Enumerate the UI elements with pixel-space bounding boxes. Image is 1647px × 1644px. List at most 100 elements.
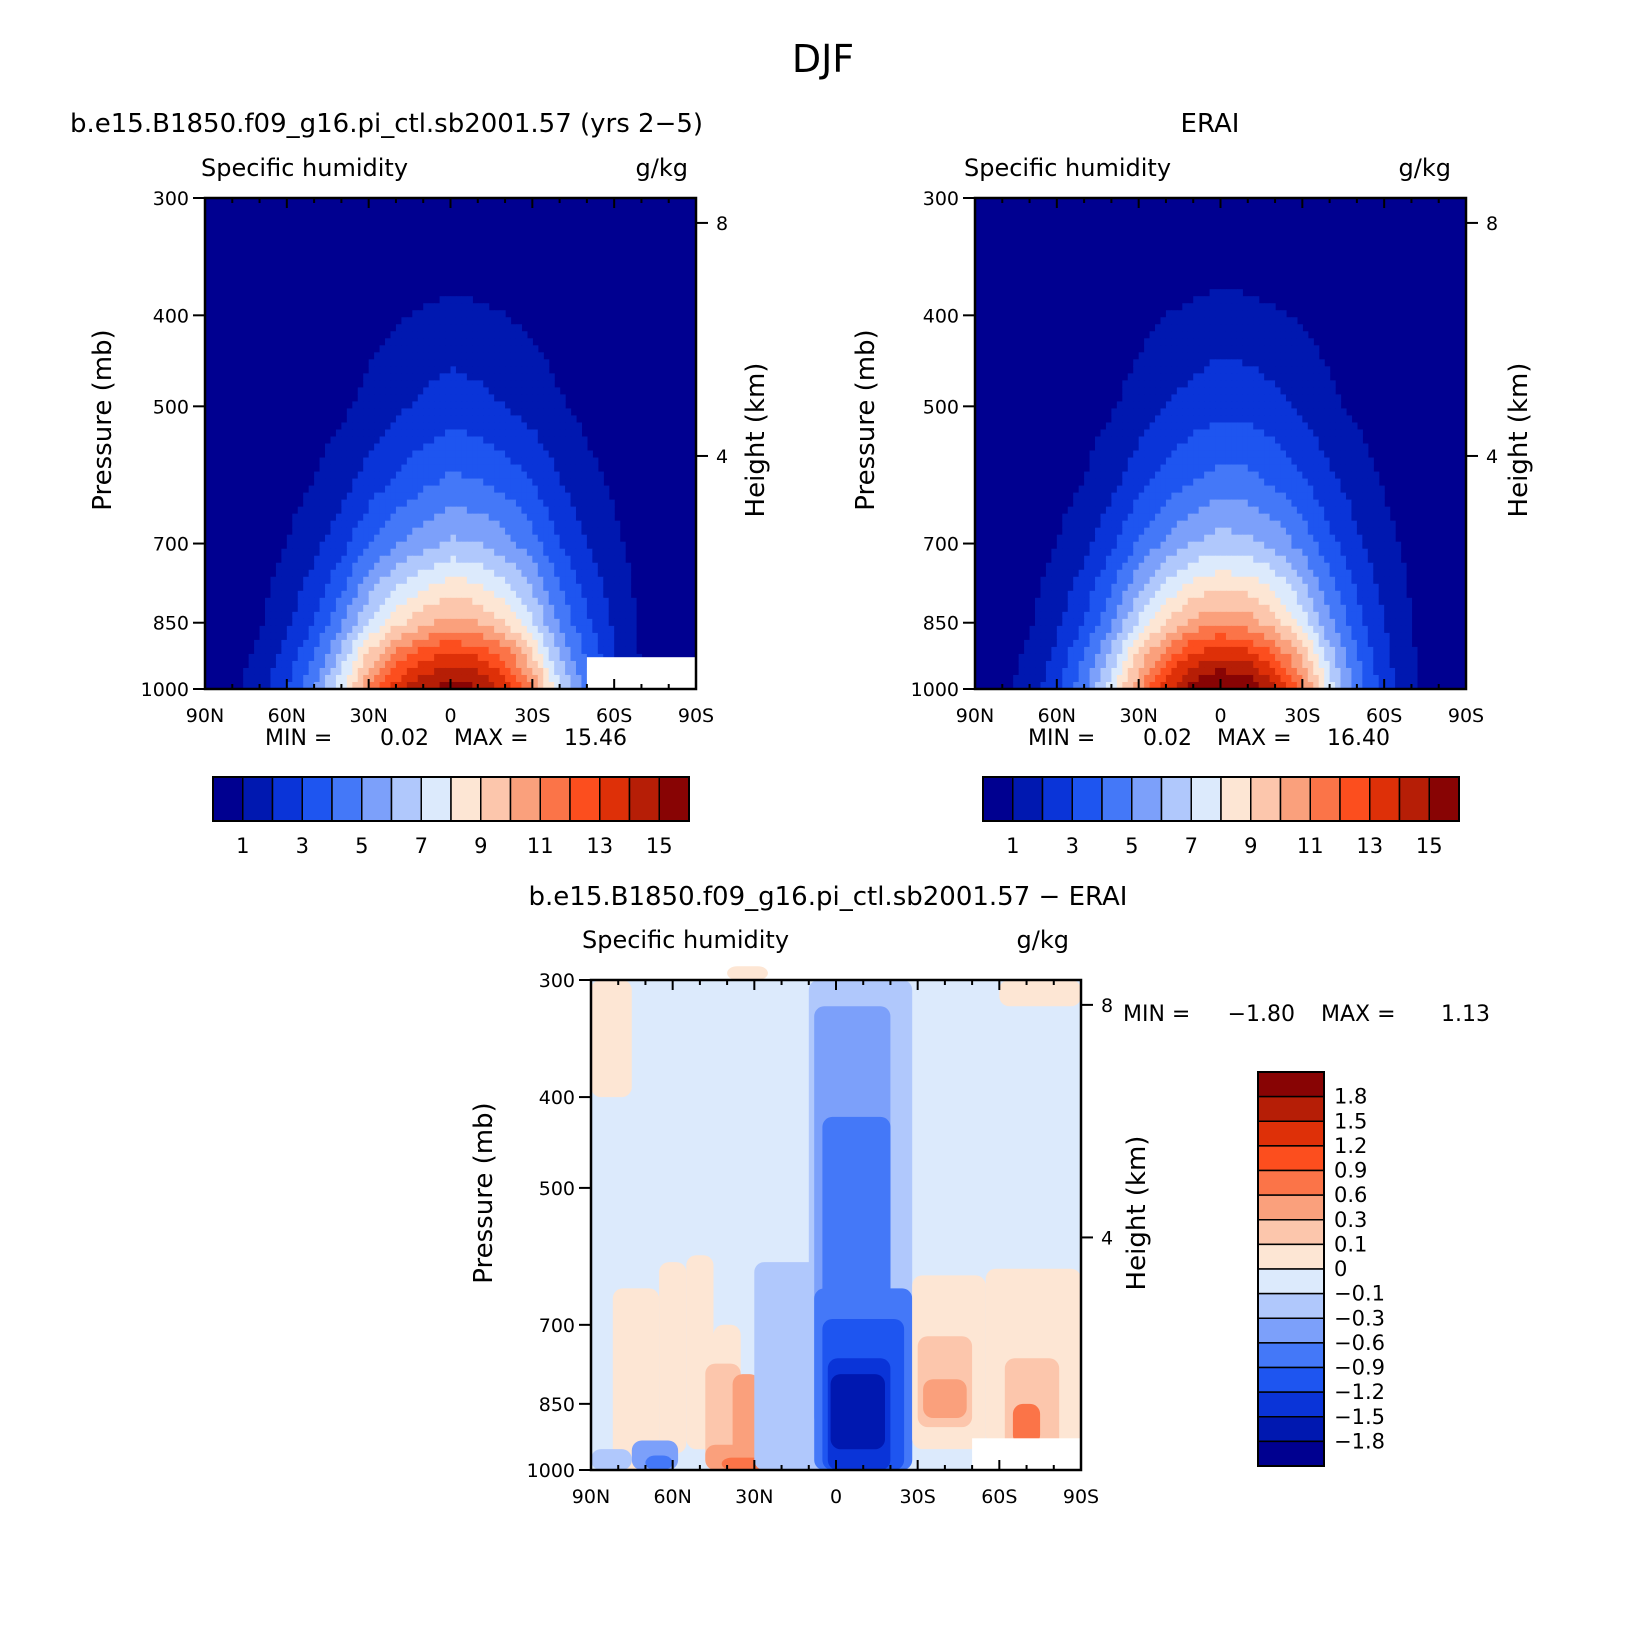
field-cell [466, 597, 473, 606]
field-cell [434, 485, 441, 494]
field-cell [461, 541, 468, 550]
field-cell [1335, 555, 1342, 564]
field-cell [532, 639, 539, 648]
field-cell [1138, 436, 1145, 445]
field-cell [548, 373, 555, 381]
field-cell [374, 520, 381, 529]
field-cell [1220, 443, 1227, 452]
field-cell [1340, 513, 1347, 522]
field-cell [330, 597, 337, 606]
field-cell [1236, 380, 1243, 388]
field-cell [445, 513, 452, 522]
field-cell [445, 534, 452, 543]
field-cell [1187, 513, 1194, 522]
field-cell [303, 541, 310, 550]
field-cell [1084, 576, 1091, 585]
field-cell [434, 401, 441, 410]
field-cell [1160, 506, 1167, 515]
y-tick-label: 1000 [141, 679, 189, 701]
field-cell [1280, 345, 1287, 353]
field-cell [374, 653, 381, 662]
field-cell [532, 548, 539, 557]
field-cell [1089, 520, 1096, 529]
field-cell [466, 443, 473, 452]
field-cell [248, 681, 255, 690]
field-cell [1296, 331, 1303, 339]
field-cell [505, 366, 512, 374]
field-cell [1182, 331, 1189, 339]
field-cell [494, 674, 501, 683]
field-cell [390, 569, 397, 578]
field-cell [325, 450, 332, 459]
field-cell [1160, 520, 1167, 529]
field-cell [554, 457, 561, 466]
field-cell [319, 464, 326, 473]
field-cell [565, 520, 572, 529]
field-cell [510, 499, 517, 508]
field-cell [1296, 527, 1303, 536]
field-cell [385, 338, 392, 346]
field-cell [423, 576, 430, 585]
field-cell [1275, 583, 1282, 592]
field-cell [488, 527, 495, 536]
field-cell [1335, 436, 1342, 445]
field-cell [385, 576, 392, 585]
field-cell [510, 415, 517, 424]
field-cell [308, 576, 315, 585]
field-cell [1247, 338, 1254, 346]
field-cell [1236, 569, 1243, 578]
field-cell [1324, 373, 1331, 381]
field-cell [521, 373, 528, 381]
field-cell [505, 464, 512, 473]
field-cell [1138, 569, 1145, 578]
field-cell [586, 597, 593, 606]
field-cell [434, 653, 441, 662]
field-cell [406, 597, 413, 606]
field-cell [1111, 562, 1118, 571]
field-cell [1269, 534, 1276, 543]
field-cell [1291, 338, 1298, 346]
field-cell [450, 667, 457, 676]
field-cell [1340, 520, 1347, 529]
field-cell [1302, 492, 1309, 501]
field-cell [603, 618, 610, 627]
field-cell [505, 408, 512, 417]
field-cell [346, 632, 353, 641]
field-cell [537, 555, 544, 564]
field-cell [445, 618, 452, 627]
field-cell [357, 667, 364, 676]
field-cell [319, 674, 326, 683]
field-cell [1095, 562, 1102, 571]
field-cell [499, 674, 506, 683]
field-cell [455, 331, 463, 339]
field-cell [1165, 387, 1172, 395]
field-cell [472, 499, 479, 508]
field-cell [505, 331, 512, 339]
field-cell [1231, 289, 1238, 297]
field-cell [1345, 527, 1353, 536]
field-cell [363, 618, 370, 627]
field-cell [532, 611, 539, 620]
field-cell [1165, 527, 1172, 536]
field-cell [1367, 548, 1374, 557]
field-cell [1144, 478, 1151, 487]
field-cell [461, 646, 468, 655]
field-cell [1105, 534, 1112, 543]
field-cell [537, 569, 544, 578]
field-cell [586, 639, 593, 648]
field-cell [510, 569, 517, 578]
field-cell [1356, 527, 1363, 536]
field-cell [1236, 352, 1243, 360]
field-cell [1111, 415, 1118, 424]
field-cell [406, 590, 413, 599]
field-cell [1187, 408, 1194, 417]
field-cell [488, 471, 495, 480]
field-cell [428, 590, 435, 599]
field-cell [341, 520, 348, 529]
contour-field [975, 198, 1466, 690]
field-cell [532, 625, 539, 634]
field-cell [1138, 562, 1145, 571]
field-cell [346, 541, 353, 550]
field-cell [1160, 387, 1167, 395]
field-cell [1187, 464, 1194, 473]
